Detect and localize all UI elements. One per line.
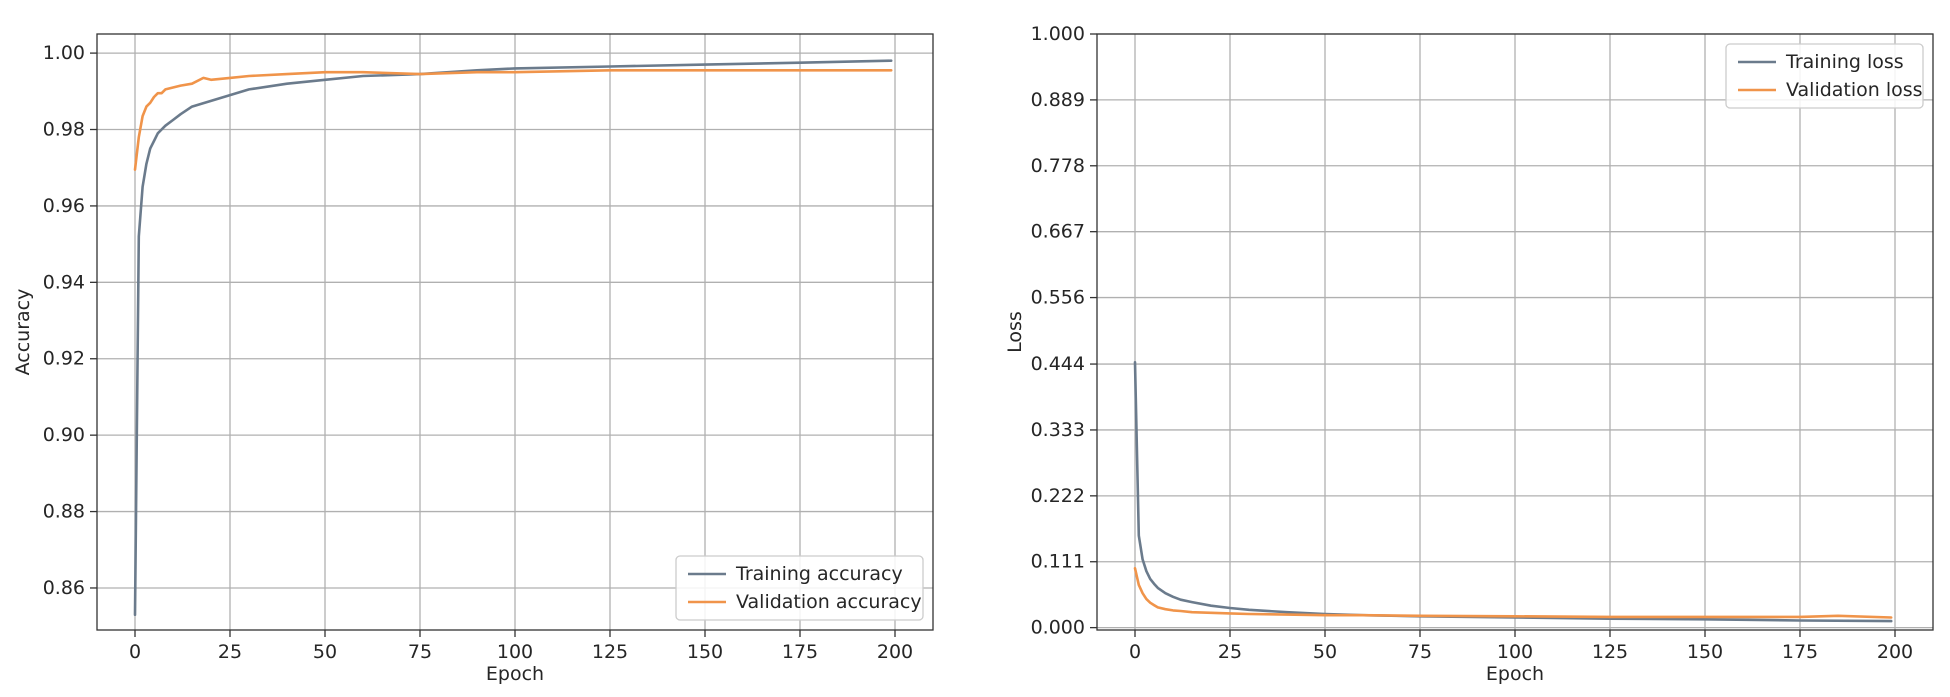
accuracy-y-tick-label: 0.90 xyxy=(43,424,85,446)
accuracy-y-tick-label: 1.00 xyxy=(43,42,85,64)
accuracy-x-tick-label: 0 xyxy=(129,641,141,663)
loss-x-tick-label: 75 xyxy=(1408,641,1432,663)
loss-x-tick-label: 100 xyxy=(1497,641,1533,663)
loss-y-tick-label: 0.444 xyxy=(1031,353,1085,375)
loss-series-validation-loss xyxy=(1133,566,1893,619)
accuracy-series-validation-accuracy xyxy=(133,69,893,171)
accuracy-x-tick-label: 125 xyxy=(592,641,628,663)
accuracy-legend-label: Training accuracy xyxy=(735,563,903,585)
accuracy-y-axis-label: Accuracy xyxy=(12,289,34,376)
loss-x-tick-label: 200 xyxy=(1877,641,1913,663)
accuracy-y-tick-label: 0.86 xyxy=(43,577,85,599)
loss-y-tick-label: 0.222 xyxy=(1031,485,1085,507)
accuracy-y-tick-label: 0.88 xyxy=(43,501,85,523)
accuracy-x-axis-label: Epoch xyxy=(486,663,544,685)
loss-y-tick-label: 0.889 xyxy=(1031,89,1085,111)
loss-y-tick-label: 0.000 xyxy=(1031,617,1085,639)
loss-x-tick-label: 25 xyxy=(1218,641,1242,663)
loss-legend-label: Validation loss xyxy=(1786,79,1923,101)
loss-legend xyxy=(1725,43,1924,109)
accuracy-x-tick-label: 200 xyxy=(877,641,913,663)
accuracy-legend xyxy=(675,555,924,621)
accuracy-panel: 0 25 50 75 100 125 150 175 200 0.86 0.88 0.90 0.92 0.… xyxy=(12,33,934,685)
loss-x-tick-label: 50 xyxy=(1313,641,1337,663)
accuracy-x-tick-label: 175 xyxy=(782,641,818,663)
loss-x-tick-label: 150 xyxy=(1687,641,1723,663)
loss-x-tick-label: 0 xyxy=(1129,641,1141,663)
loss-y-tick-label: 0.667 xyxy=(1031,221,1085,243)
loss-series-training-loss xyxy=(1133,360,1893,623)
loss-legend-label: Training loss xyxy=(1785,51,1904,73)
accuracy-series-training-accuracy xyxy=(133,59,893,617)
accuracy-y-tick-label: 0.96 xyxy=(43,195,85,217)
accuracy-x-tick-label: 75 xyxy=(408,641,432,663)
loss-y-tick-label: 1.000 xyxy=(1031,23,1085,45)
accuracy-x-tick-label: 100 xyxy=(497,641,533,663)
accuracy-y-tick-label: 0.94 xyxy=(43,271,85,293)
loss-y-axis-label: Loss xyxy=(1004,311,1026,353)
accuracy-x-tick-label: 25 xyxy=(218,641,242,663)
loss-x-axis-label: Epoch xyxy=(1486,663,1544,685)
loss-y-tick-label: 0.778 xyxy=(1031,155,1085,177)
accuracy-y-tick-label: 0.92 xyxy=(43,348,85,370)
accuracy-x-tick-label: 150 xyxy=(687,641,723,663)
accuracy-x-tick-label: 50 xyxy=(313,641,337,663)
accuracy-y-tick-label: 0.98 xyxy=(43,119,85,141)
loss-y-tick-label: 0.111 xyxy=(1031,551,1085,573)
loss-y-tick-label: 0.333 xyxy=(1031,419,1085,441)
loss-y-tick-label: 0.556 xyxy=(1031,287,1085,309)
loss-x-tick-label: 175 xyxy=(1782,641,1818,663)
loss-x-tick-label: 125 xyxy=(1592,641,1628,663)
accuracy-legend-label: Validation accuracy xyxy=(736,591,922,613)
loss-panel: 0 25 50 75 100 125 150 175 200 0.000 0.111 0.222 0.3… xyxy=(1004,23,1934,685)
